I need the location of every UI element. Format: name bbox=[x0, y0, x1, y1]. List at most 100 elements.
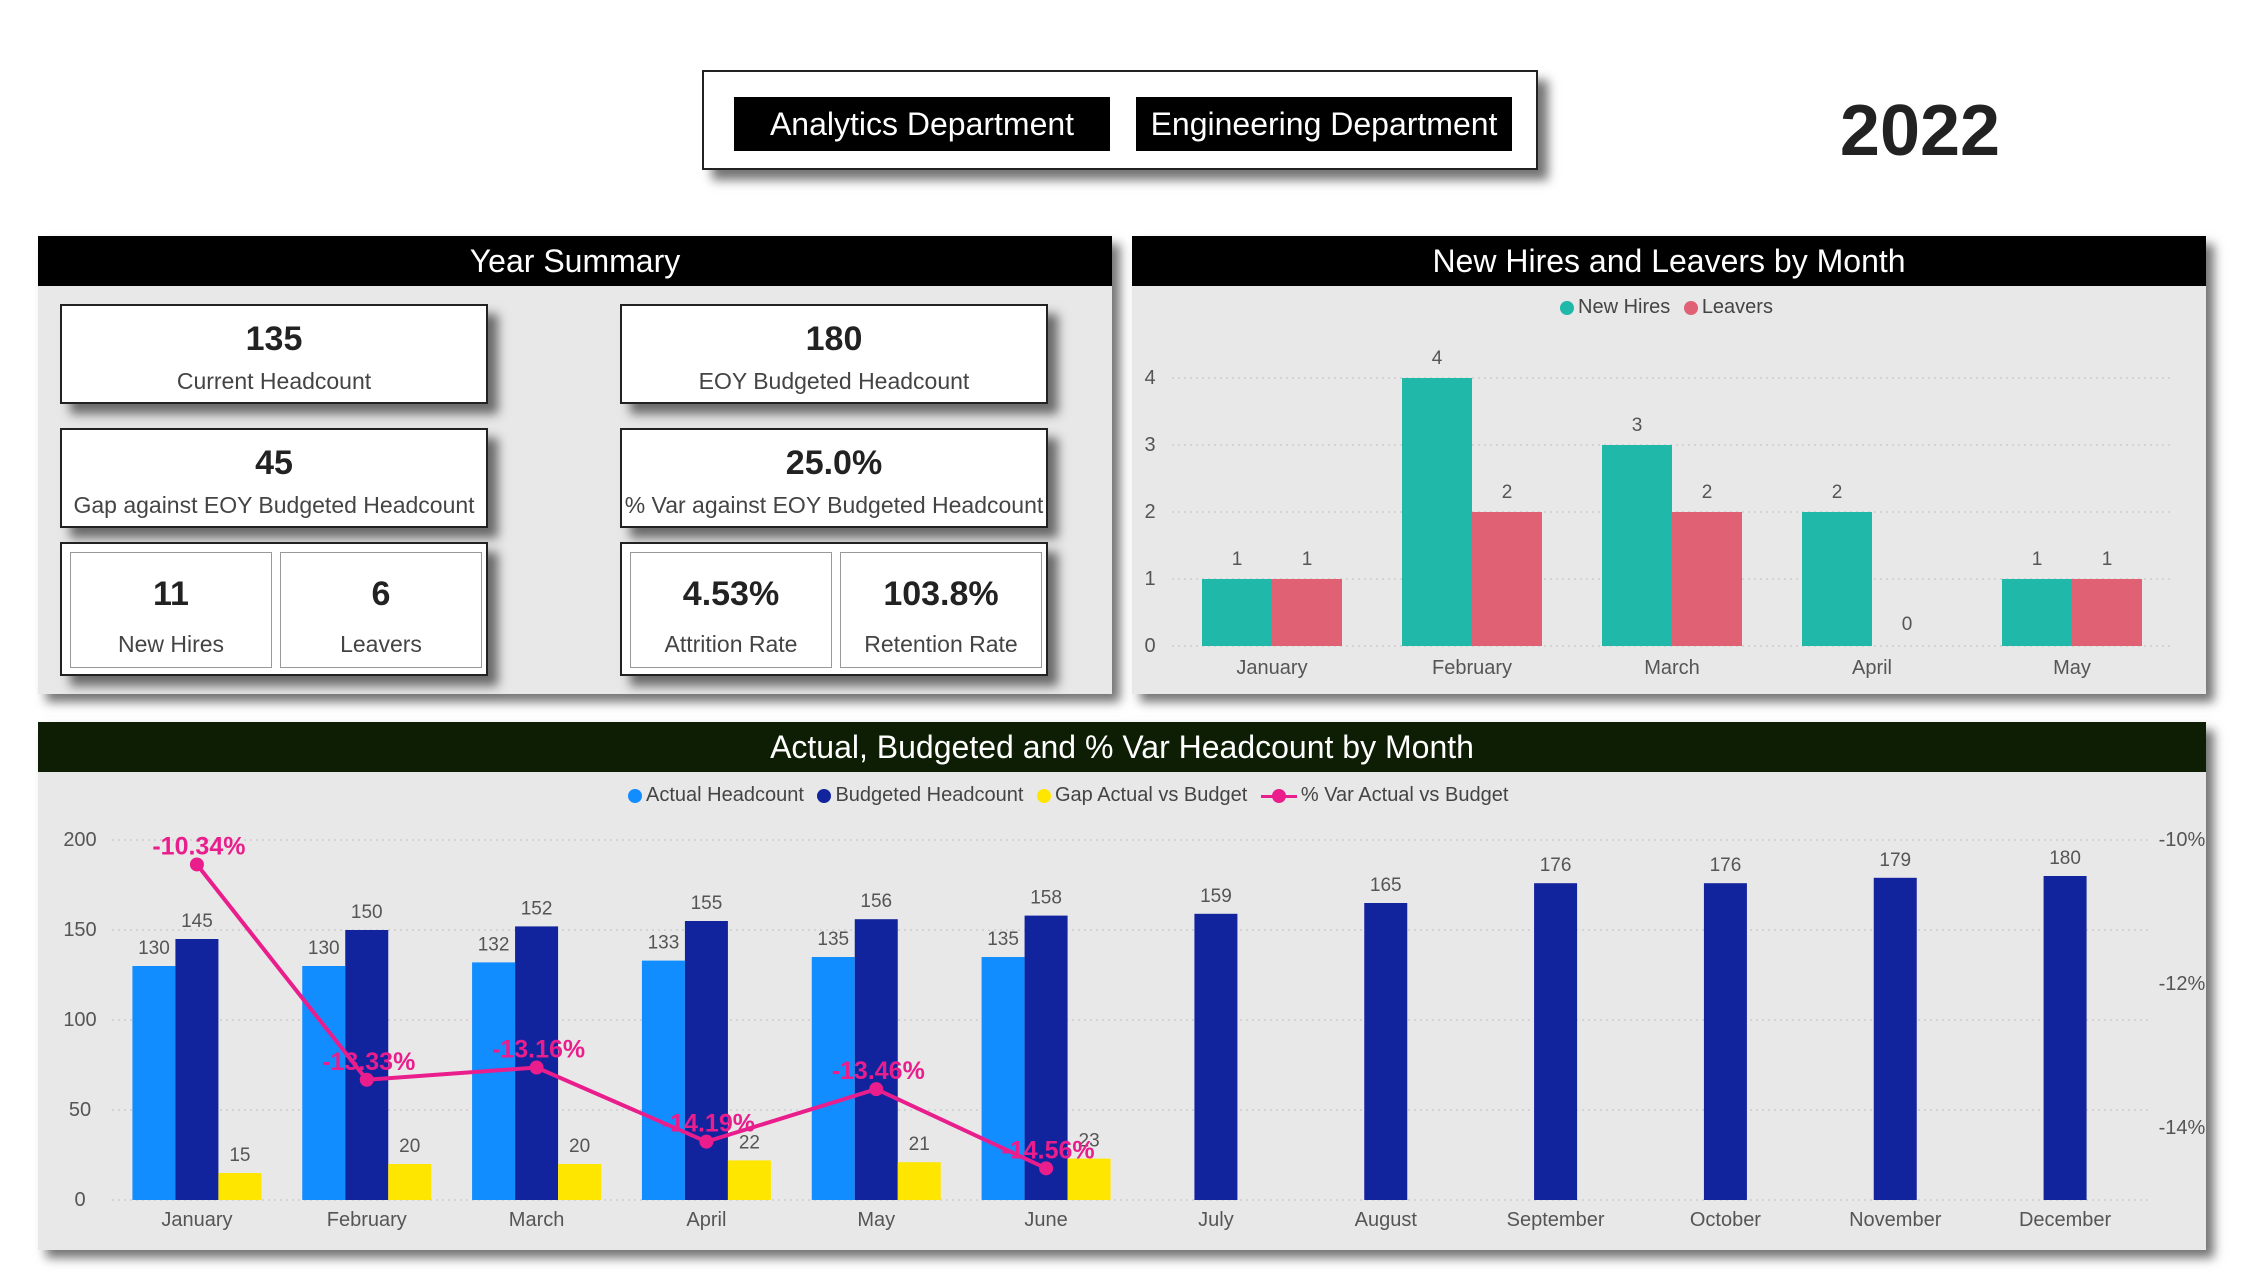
retention-value: 103.8% bbox=[883, 575, 999, 613]
y-tick-label: 150 bbox=[63, 919, 96, 941]
eoy-budgeted-value: 180 bbox=[805, 320, 863, 358]
attrition-label: Attrition Rate bbox=[664, 631, 798, 657]
legend-leavers: Leavers bbox=[1701, 296, 1773, 318]
y-tick-label: 0 bbox=[74, 1189, 85, 1211]
leavers-label: Leavers bbox=[340, 631, 422, 657]
data-label: 1 bbox=[2102, 549, 2113, 570]
y-tick-label: 100 bbox=[63, 1009, 96, 1031]
headcount-panel: Actual, Budgeted and % Var Headcount by … bbox=[38, 722, 2206, 1250]
leavers-tile: 6 Leavers bbox=[280, 552, 482, 668]
data-label: 20 bbox=[569, 1136, 590, 1157]
bar-actual-headcount bbox=[472, 962, 516, 1200]
data-label: 133 bbox=[648, 933, 680, 954]
leavers-legend-icon bbox=[1683, 300, 1698, 315]
hires-leavers-panel: New Hires and Leavers by Month New Hires… bbox=[1132, 236, 2206, 694]
y-tick-label: 1 bbox=[1144, 568, 1155, 590]
bar-budgeted-headcount bbox=[2043, 876, 2087, 1200]
y-tick-label: 2 bbox=[1144, 501, 1155, 523]
x-tick-label: August bbox=[1355, 1209, 1418, 1231]
x-tick-label: September bbox=[1507, 1209, 1605, 1231]
slicer-option-analytics[interactable]: Analytics Department bbox=[734, 97, 1110, 151]
y-tick-label: 50 bbox=[69, 1099, 91, 1121]
bar-new-hires bbox=[1402, 378, 1472, 646]
bar-actual-headcount bbox=[132, 966, 176, 1200]
data-label: 180 bbox=[2049, 848, 2081, 869]
data-label: 2 bbox=[1832, 482, 1843, 503]
data-label: 15 bbox=[229, 1145, 250, 1166]
var-label: % Var against EOY Budgeted Headcount bbox=[624, 492, 1044, 518]
bar-new-hires bbox=[1202, 579, 1272, 646]
bar-new-hires bbox=[1602, 445, 1672, 646]
x-tick-label: January bbox=[1236, 657, 1307, 679]
var-value: 25.0% bbox=[785, 444, 883, 482]
new-hires-legend-icon bbox=[1560, 300, 1574, 315]
rates-card: 4.53% Attrition Rate 103.8% Retention Ra… bbox=[620, 542, 1048, 676]
data-label: 156 bbox=[860, 891, 892, 912]
headcount-legend: Actual Headcount Budgeted Headcount Gap … bbox=[628, 784, 1508, 807]
data-label: 179 bbox=[1879, 850, 1911, 871]
bar-gap-actual-vs-budget bbox=[897, 1162, 941, 1200]
year-label: 2022 bbox=[1839, 91, 2001, 171]
retention-label: Retention Rate bbox=[864, 631, 1018, 657]
data-label: 150 bbox=[351, 902, 383, 923]
var-data-label: -14.19% bbox=[662, 1110, 755, 1138]
hires-legend: New Hires Leavers bbox=[1560, 296, 1773, 319]
y2-tick-label: -10% bbox=[2159, 829, 2206, 851]
new-hires-value: 11 bbox=[153, 575, 189, 613]
data-label: 152 bbox=[521, 898, 553, 919]
legend-new-hires: New Hires bbox=[1578, 296, 1671, 318]
data-label: 176 bbox=[1540, 855, 1572, 876]
data-label: 23 bbox=[1079, 1131, 1100, 1152]
var-data-label: -10.34% bbox=[152, 832, 245, 860]
data-label: 130 bbox=[308, 938, 340, 959]
bar-budgeted-headcount bbox=[1364, 903, 1408, 1200]
y-tick-label: 3 bbox=[1144, 434, 1155, 456]
data-label: 22 bbox=[739, 1132, 760, 1153]
bar-actual-headcount bbox=[981, 957, 1025, 1200]
gap-legend-icon bbox=[1036, 788, 1051, 803]
bar-budgeted-headcount bbox=[1873, 877, 1917, 1200]
x-tick-label: October bbox=[1690, 1209, 1761, 1231]
var-point bbox=[359, 1072, 374, 1087]
attrition-value: 4.53% bbox=[682, 575, 780, 613]
bar-gap-actual-vs-budget bbox=[558, 1164, 602, 1200]
slicer-option-engineering[interactable]: Engineering Department bbox=[1136, 97, 1512, 151]
year-summary-title: Year Summary bbox=[38, 236, 1112, 286]
var-point bbox=[699, 1134, 714, 1149]
eoy-budgeted-label: EOY Budgeted Headcount bbox=[698, 368, 970, 394]
current-headcount-value: 135 bbox=[245, 320, 303, 358]
data-label: 20 bbox=[399, 1136, 420, 1157]
bar-budgeted-headcount bbox=[1534, 883, 1578, 1200]
data-label: 2 bbox=[1502, 482, 1513, 503]
bar-actual-headcount bbox=[811, 957, 855, 1200]
legend-gap: Gap Actual vs Budget bbox=[1054, 784, 1248, 806]
x-tick-label: November bbox=[1849, 1209, 1942, 1231]
data-label: 155 bbox=[691, 893, 723, 914]
x-tick-label: January bbox=[161, 1209, 232, 1231]
hires-leavers-title: New Hires and Leavers by Month bbox=[1132, 236, 2206, 286]
data-label: 1 bbox=[1302, 549, 1313, 570]
bar-budgeted-headcount bbox=[345, 930, 389, 1200]
bar-budgeted-headcount bbox=[1194, 913, 1238, 1200]
bar-new-hires bbox=[2002, 579, 2072, 646]
legend-budgeted: Budgeted Headcount bbox=[835, 784, 1024, 806]
bar-actual-headcount bbox=[302, 966, 346, 1200]
x-tick-label: March bbox=[509, 1209, 565, 1231]
x-tick-label: April bbox=[1852, 657, 1892, 679]
x-tick-label: April bbox=[686, 1209, 726, 1231]
x-tick-label: March bbox=[1644, 657, 1700, 679]
bar-budgeted-headcount bbox=[854, 919, 898, 1200]
data-label: 0 bbox=[1902, 614, 1913, 635]
legend-var: % Var Actual vs Budget bbox=[1300, 784, 1509, 806]
bar-leavers bbox=[2072, 579, 2142, 646]
x-tick-label: June bbox=[1024, 1209, 1067, 1231]
actual-legend-icon bbox=[628, 788, 642, 803]
retention-tile: 103.8% Retention Rate bbox=[840, 552, 1042, 668]
bar-gap-actual-vs-budget bbox=[1067, 1158, 1111, 1200]
attrition-tile: 4.53% Attrition Rate bbox=[630, 552, 832, 668]
var-data-label: -13.46% bbox=[832, 1057, 925, 1085]
new-hires-label: New Hires bbox=[117, 631, 225, 657]
bar-gap-actual-vs-budget bbox=[218, 1173, 262, 1200]
data-label: 3 bbox=[1632, 415, 1643, 436]
department-slicer: Analytics Department Engineering Departm… bbox=[702, 70, 1538, 170]
